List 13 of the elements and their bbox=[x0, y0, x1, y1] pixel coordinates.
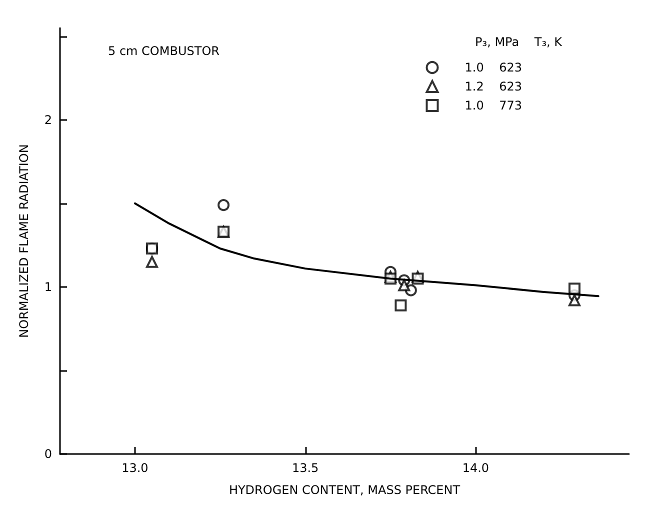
text: 5 cm COMBUSTOR bbox=[108, 44, 220, 58]
y-tick-label: 0 bbox=[44, 447, 52, 461]
x-tick-label: 14.0 bbox=[462, 461, 490, 475]
legend-label: 1.2 623 bbox=[464, 80, 522, 94]
x-axis-title: HYDROGEN CONTENT, MASS PERCENT bbox=[228, 483, 461, 497]
y-tick-label: 2 bbox=[44, 112, 52, 127]
y-tick-label: 1 bbox=[44, 280, 52, 294]
x-tick-label: 13.0 bbox=[122, 461, 148, 475]
y-axis-title: NORMALIZED FLAME RADIATION bbox=[17, 144, 31, 338]
legend-label: 1.0 773 bbox=[464, 98, 522, 112]
legend-label: 1.0 623 bbox=[464, 60, 522, 74]
legend-title: P₃, MPa T₃, K bbox=[475, 35, 564, 49]
x-tick-label: 13.5 bbox=[292, 461, 319, 475]
